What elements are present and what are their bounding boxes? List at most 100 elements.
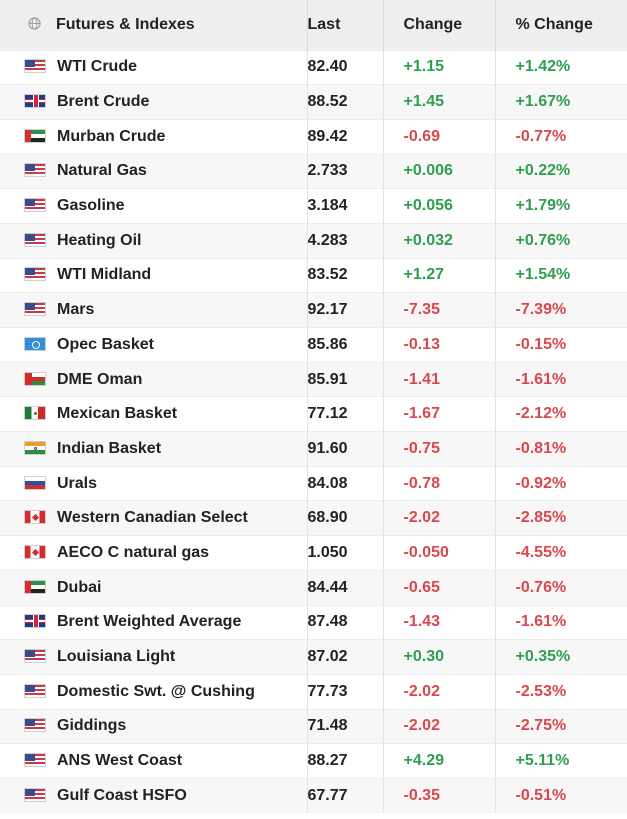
row-change-value: +1.45 <box>383 84 496 120</box>
row-name-cell[interactable]: Urals <box>0 465 308 501</box>
table-row[interactable]: Murban Crude 89.42 -0.69 -0.77% <box>0 118 627 155</box>
table-row[interactable]: Natural Gas 2.733 +0.006 +0.22% <box>0 153 627 189</box>
table-row[interactable]: Indian Basket 91.60 -0.75 -0.81% <box>0 431 627 467</box>
row-change-value: -7.35 <box>383 292 496 328</box>
row-name-label[interactable]: Mars <box>57 301 95 319</box>
row-name-cell[interactable]: Mexican Basket <box>0 396 308 432</box>
table-row[interactable]: Giddings 71.48 -2.02 -2.75% <box>0 708 627 744</box>
column-header-pct-change[interactable]: % Change <box>515 15 593 33</box>
row-name-label[interactable]: Natural Gas <box>57 162 147 180</box>
row-name-label[interactable]: Dubai <box>57 578 102 596</box>
row-name-label[interactable]: Gulf Coast HSFO <box>57 787 187 805</box>
table-row[interactable]: Dubai 84.44 -0.65 -0.76% <box>0 569 627 605</box>
row-change-value: -0.78 <box>383 465 496 501</box>
table-row[interactable]: Brent Crude 88.52 +1.45 +1.67% <box>0 84 627 120</box>
row-name-cell[interactable]: Opec Basket <box>0 327 308 363</box>
row-name-label[interactable]: Urals <box>57 474 98 492</box>
table-row[interactable]: Opec Basket 85.86 -0.13 -0.15% <box>0 327 627 363</box>
us-flag-icon <box>24 163 46 178</box>
table-row[interactable]: WTI Midland 83.52 +1.27 +1.54% <box>0 257 627 293</box>
row-pct-change-value: -7.39% <box>495 292 627 328</box>
row-pct-change-value: -2.85% <box>495 500 627 536</box>
us-flag-icon <box>24 302 46 317</box>
row-name-label[interactable]: Domestic Swt. @ Cushing <box>57 682 255 700</box>
row-name-label[interactable]: Giddings <box>57 717 127 735</box>
row-name-label[interactable]: ANS West Coast <box>57 752 183 770</box>
column-header-last[interactable]: Last <box>307 0 384 50</box>
row-name-cell[interactable]: Domestic Swt. @ Cushing <box>0 673 308 710</box>
row-name-label[interactable]: Gasoline <box>57 197 125 215</box>
row-last-value: 85.91 <box>307 361 384 397</box>
row-name-cell[interactable]: WTI Crude <box>0 49 308 85</box>
row-name-cell[interactable]: DME Oman <box>0 361 308 397</box>
row-name-label[interactable]: Murban Crude <box>57 127 166 145</box>
row-name-cell[interactable]: WTI Midland <box>0 257 308 293</box>
row-name-cell[interactable]: Dubai <box>0 569 308 605</box>
row-name-cell[interactable]: Western Canadian Select <box>0 500 308 536</box>
table-row[interactable]: Gulf Coast HSFO 67.77 -0.35 -0.51% <box>0 777 627 814</box>
row-name-cell[interactable]: Mars <box>0 292 308 328</box>
globe-icon <box>28 17 41 30</box>
column-header-name[interactable]: Futures & Indexes <box>0 0 308 50</box>
row-pct-change-value: +0.76% <box>495 222 627 259</box>
table-row[interactable]: Brent Weighted Average 87.48 -1.43 -1.61% <box>0 604 627 640</box>
row-name-cell[interactable]: Murban Crude <box>0 118 308 155</box>
row-pct-change-value: -2.12% <box>495 396 627 432</box>
india-flag-icon <box>24 440 46 455</box>
row-pct-change-value: -0.51% <box>495 777 627 814</box>
us-flag-icon <box>24 753 46 768</box>
row-last-value: 2.733 <box>307 153 384 189</box>
row-name-cell[interactable]: Brent Weighted Average <box>0 604 308 640</box>
table-row[interactable]: Louisiana Light 87.02 +0.30 +0.35% <box>0 639 627 675</box>
row-name-label[interactable]: Brent Crude <box>57 93 150 111</box>
table-row[interactable]: Urals 84.08 -0.78 -0.92% <box>0 465 627 501</box>
row-name-label[interactable]: DME Oman <box>57 370 143 388</box>
row-change-value: +0.056 <box>383 188 496 224</box>
column-header-change[interactable]: Change <box>383 0 496 50</box>
row-name-cell[interactable]: Indian Basket <box>0 431 308 467</box>
table-row[interactable]: Gasoline 3.184 +0.056 +1.79% <box>0 188 627 224</box>
us-flag-icon <box>24 718 46 733</box>
table-row[interactable]: AECO C natural gas 1.050 -0.050 -4.55% <box>0 535 627 571</box>
row-name-cell[interactable]: AECO C natural gas <box>0 535 308 571</box>
row-name-cell[interactable]: Giddings <box>0 708 308 744</box>
table-row[interactable]: ANS West Coast 88.27 +4.29 +5.11% <box>0 743 627 779</box>
table-row[interactable]: Mexican Basket 77.12 -1.67 -2.12% <box>0 396 627 432</box>
row-name-label[interactable]: Indian Basket <box>57 439 162 457</box>
row-name-cell[interactable]: Louisiana Light <box>0 639 308 675</box>
row-name-label[interactable]: Opec Basket <box>57 335 154 353</box>
row-name-label[interactable]: Heating Oil <box>57 231 142 249</box>
row-name-label[interactable]: Brent Weighted Average <box>57 613 242 631</box>
row-name-cell[interactable]: Natural Gas <box>0 153 308 189</box>
row-name-cell[interactable]: Gulf Coast HSFO <box>0 777 308 814</box>
row-change-value: -0.13 <box>383 327 496 363</box>
row-name-label[interactable]: AECO C natural gas <box>57 543 210 561</box>
row-pct-change-value: -0.92% <box>495 465 627 501</box>
uk-flag-icon <box>24 614 46 629</box>
table-row[interactable]: Domestic Swt. @ Cushing 77.73 -2.02 -2.53% <box>0 673 627 710</box>
row-last-value: 89.42 <box>307 118 384 155</box>
row-name-label[interactable]: WTI Midland <box>57 266 152 284</box>
table-row[interactable]: Mars 92.17 -7.35 -7.39% <box>0 292 627 328</box>
row-name-cell[interactable]: Brent Crude <box>0 84 308 120</box>
table-row[interactable]: DME Oman 85.91 -1.41 -1.61% <box>0 361 627 397</box>
table-row[interactable]: Western Canadian Select 68.90 -2.02 -2.85% <box>0 500 627 536</box>
row-name-label[interactable]: WTI Crude <box>57 58 137 76</box>
row-name-label[interactable]: Louisiana Light <box>57 648 176 666</box>
row-pct-change-value: +1.42% <box>495 49 627 85</box>
row-name-cell[interactable]: Gasoline <box>0 188 308 224</box>
russia-flag-icon <box>24 475 46 490</box>
row-change-value: -2.02 <box>383 708 496 744</box>
row-pct-change-value: -0.81% <box>495 431 627 467</box>
row-last-value: 88.27 <box>307 743 384 779</box>
row-name-label[interactable]: Mexican Basket <box>57 405 178 423</box>
row-name-cell[interactable]: ANS West Coast <box>0 743 308 779</box>
table-row[interactable]: Heating Oil 4.283 +0.032 +0.76% <box>0 222 627 259</box>
row-name-label[interactable]: Western Canadian Select <box>57 509 248 527</box>
canada-flag-icon <box>24 510 46 525</box>
table-row[interactable]: WTI Crude 82.40 +1.15 +1.42% <box>0 49 627 85</box>
row-last-value: 67.77 <box>307 777 384 814</box>
row-change-value: -0.69 <box>383 118 496 155</box>
row-name-cell[interactable]: Heating Oil <box>0 222 308 259</box>
